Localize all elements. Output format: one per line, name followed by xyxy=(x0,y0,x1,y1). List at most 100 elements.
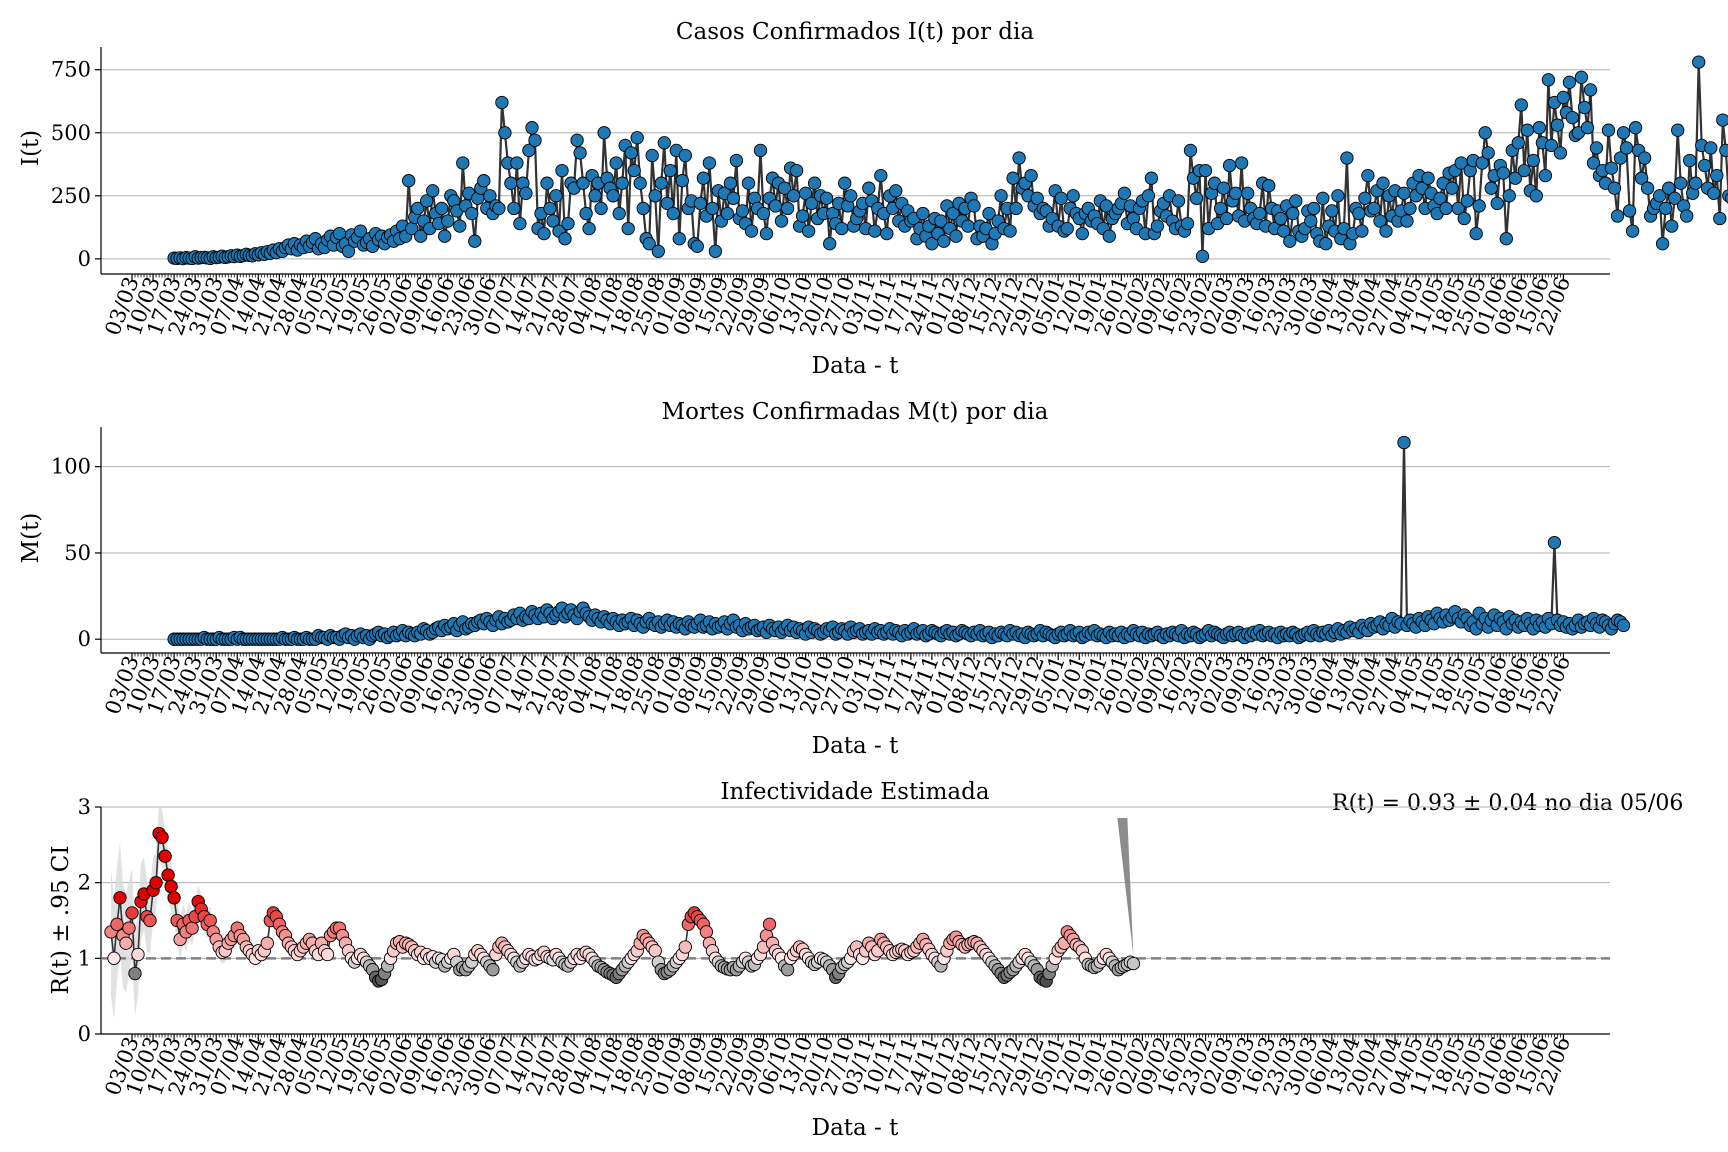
cases-data-point xyxy=(1189,191,1204,205)
cases-data-point xyxy=(1433,191,1447,205)
rt-data-point xyxy=(143,913,157,928)
cases-data-point xyxy=(1680,209,1694,223)
cases-data-point xyxy=(1619,141,1634,155)
cases-data-point xyxy=(1075,226,1089,241)
cases-data-point xyxy=(435,201,449,216)
cases-data-point xyxy=(426,184,440,198)
cases-data-point xyxy=(579,206,593,221)
rt-ytick-label: 1 xyxy=(78,946,91,970)
cases-data-point xyxy=(1490,196,1504,211)
cases-data-point xyxy=(874,168,888,183)
cases-data-point xyxy=(648,189,662,203)
cases-data-point xyxy=(1171,194,1186,208)
cases-data-point xyxy=(835,221,849,236)
rt-data-point xyxy=(1126,956,1141,971)
cases-data-point xyxy=(1583,83,1598,97)
cases-data-point xyxy=(540,176,554,190)
cases-data-point xyxy=(633,176,647,190)
cases-data-point xyxy=(1713,211,1727,226)
cases-data-point xyxy=(708,244,723,258)
cases-data-point xyxy=(1376,176,1390,190)
cases-data-point xyxy=(1674,176,1688,190)
cases-data-point xyxy=(438,229,452,243)
cases-data-point xyxy=(477,174,491,188)
cases-data-point xyxy=(702,156,717,170)
cases-data-point xyxy=(1580,121,1595,135)
cases-data-point xyxy=(693,196,708,211)
cases-data-point xyxy=(1102,229,1116,243)
cases-data-point xyxy=(588,189,602,203)
rt-annotation-arrow xyxy=(1117,818,1134,956)
cases-data-point xyxy=(1526,153,1540,168)
cases-data-point xyxy=(492,201,506,216)
rt-confidence-band xyxy=(110,804,1134,1019)
cases-data-point xyxy=(555,163,569,178)
cases-data-point xyxy=(1689,176,1703,190)
cases-x-axis-label: Data - t xyxy=(812,353,900,379)
cases-data-point xyxy=(495,95,509,110)
cases-data-point xyxy=(1520,123,1534,137)
cases-data-point xyxy=(1373,214,1387,228)
cases-data-point xyxy=(621,221,635,236)
cases-data-point xyxy=(1719,143,1728,158)
rt-data-point xyxy=(158,849,172,863)
cases-data-point xyxy=(1532,121,1546,135)
cases-data-point xyxy=(844,189,858,203)
cases-data-point xyxy=(1340,151,1354,165)
cases-data-point xyxy=(789,163,804,178)
cases-data-point xyxy=(801,224,816,238)
cases-data-point xyxy=(1511,136,1525,150)
cases-data-point xyxy=(498,126,512,140)
rt-data-point xyxy=(110,917,124,931)
cases-data-point xyxy=(1625,224,1640,238)
cases-data-point xyxy=(1637,151,1652,165)
cases-data-point xyxy=(1668,191,1682,205)
deaths-series-line xyxy=(174,442,1625,641)
cases-data-point xyxy=(1692,55,1706,69)
cases-data-point xyxy=(663,163,677,178)
rt-chart-title: Infectividade Estimada xyxy=(720,779,989,805)
cases-data-point xyxy=(609,156,623,170)
cases-data-point xyxy=(561,216,575,231)
cases-data-point xyxy=(1117,186,1132,200)
cases-data-point xyxy=(1316,191,1330,205)
cases-data-point xyxy=(606,189,620,203)
cases-data-point xyxy=(453,219,467,233)
rt-data-point xyxy=(185,921,199,935)
cases-data-point xyxy=(1012,151,1026,165)
cases-data-point xyxy=(1460,194,1474,208)
cases-data-point xyxy=(1586,156,1601,170)
cases-data-point xyxy=(672,232,686,246)
cases-data-point xyxy=(1622,204,1637,218)
cases-data-point xyxy=(1361,168,1375,183)
cases-data-point xyxy=(513,216,527,231)
cases-data-point xyxy=(1607,181,1622,195)
cases-data-point xyxy=(1574,70,1589,84)
rt-data-point xyxy=(113,891,127,905)
cases-data-point xyxy=(1228,186,1243,200)
cases-data-point xyxy=(582,221,596,236)
cases-data-point xyxy=(862,181,876,195)
cases-data-point xyxy=(994,189,1008,203)
cases-data-point xyxy=(1006,171,1020,185)
cases-data-point xyxy=(1538,168,1553,183)
cases-data-point xyxy=(1616,126,1631,140)
cases-data-point xyxy=(1325,204,1339,218)
cases-data-point xyxy=(1652,189,1667,203)
deaths-data-point xyxy=(1547,535,1562,550)
cases-data-point xyxy=(1475,156,1489,170)
cases-data-point xyxy=(1451,201,1465,216)
cases-data-point xyxy=(1508,171,1522,185)
cases-data-point xyxy=(1683,153,1697,168)
cases-data-point xyxy=(949,229,963,243)
cases-data-point xyxy=(880,226,894,241)
cases-ytick-label: 500 xyxy=(51,121,91,145)
cases-data-point xyxy=(1472,199,1486,213)
cases-data-point xyxy=(1662,181,1676,195)
deaths-data-point xyxy=(1616,618,1631,633)
cases-data-point xyxy=(594,201,608,216)
cases-data-point xyxy=(1457,211,1471,226)
cases-data-point xyxy=(1198,163,1213,178)
cases-data-point xyxy=(1054,191,1068,205)
cases-data-point xyxy=(675,174,689,188)
